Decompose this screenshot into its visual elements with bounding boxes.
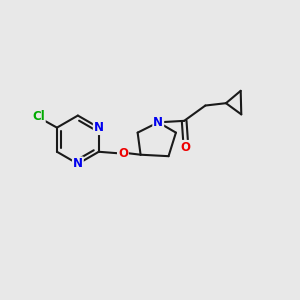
Text: N: N	[153, 116, 163, 129]
Text: Cl: Cl	[32, 110, 45, 123]
Text: N: N	[94, 121, 104, 134]
Text: N: N	[73, 157, 83, 170]
Text: O: O	[118, 147, 128, 160]
Text: O: O	[181, 141, 190, 154]
